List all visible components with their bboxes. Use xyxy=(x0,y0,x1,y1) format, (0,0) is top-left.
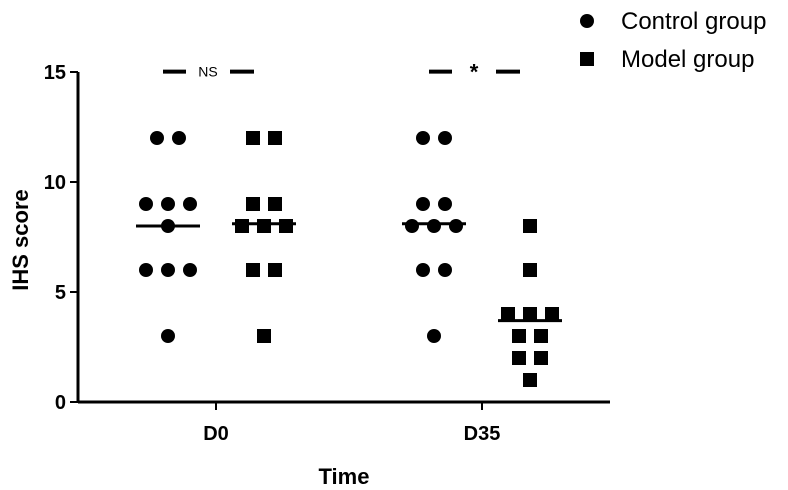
data-point-circle xyxy=(438,131,452,145)
data-point-square xyxy=(257,329,271,343)
data-point-circle xyxy=(161,197,175,211)
axes: 0 5 10 15 D0 D35 xyxy=(44,62,610,445)
data-point-square xyxy=(257,219,271,233)
data-point-square xyxy=(523,263,537,277)
data-point-square xyxy=(523,373,537,387)
data-point-circle xyxy=(150,131,164,145)
y-tick-label: 10 xyxy=(44,172,66,194)
significance-label: NS xyxy=(198,64,217,80)
y-tick-label: 5 xyxy=(55,282,66,304)
data-point-square xyxy=(534,351,548,365)
data-point-square xyxy=(523,307,537,321)
data-point-circle xyxy=(161,329,175,343)
data-point-circle xyxy=(416,197,430,211)
data-point-circle xyxy=(172,131,186,145)
data-point-square xyxy=(279,219,293,233)
data-point-square xyxy=(235,219,249,233)
data-point-square xyxy=(246,263,260,277)
data-point-circle xyxy=(427,329,441,343)
data-point-square xyxy=(512,351,526,365)
data-point-square xyxy=(523,219,537,233)
data-point-square xyxy=(512,329,526,343)
significance-annotations: NS * xyxy=(163,60,520,85)
legend-label: Control group xyxy=(621,8,766,35)
data-point-square xyxy=(534,329,548,343)
data-point-circle xyxy=(416,263,430,277)
y-axis-title: IHS score xyxy=(8,189,33,291)
legend-marker-circle xyxy=(580,14,594,28)
data-point-circle xyxy=(183,263,197,277)
significance-label: * xyxy=(470,60,479,85)
x-axis-title: Time xyxy=(319,464,370,489)
data-point-circle xyxy=(438,197,452,211)
data-point-square xyxy=(268,131,282,145)
y-tick-label: 15 xyxy=(44,62,66,84)
data-point-square xyxy=(246,197,260,211)
data-point-square xyxy=(246,131,260,145)
data-point-circle xyxy=(139,197,153,211)
data-point-circle xyxy=(449,219,463,233)
data-point-circle xyxy=(438,263,452,277)
data-point-circle xyxy=(183,197,197,211)
legend-label: Model group xyxy=(621,46,754,73)
x-tick-label: D0 xyxy=(203,423,229,445)
y-tick-label: 0 xyxy=(55,392,66,414)
data-point-circle xyxy=(427,219,441,233)
data-point-square xyxy=(268,263,282,277)
data-point-circle xyxy=(405,219,419,233)
data-point-square xyxy=(545,307,559,321)
data-point-square xyxy=(268,197,282,211)
data-point-circle xyxy=(139,263,153,277)
data-point-circle xyxy=(416,131,430,145)
legend: Control group Model group xyxy=(580,8,766,73)
data-point-square xyxy=(501,307,515,321)
data-marks xyxy=(136,131,562,387)
x-tick-label: D35 xyxy=(464,423,501,445)
data-point-circle xyxy=(161,263,175,277)
legend-marker-square xyxy=(580,52,594,66)
